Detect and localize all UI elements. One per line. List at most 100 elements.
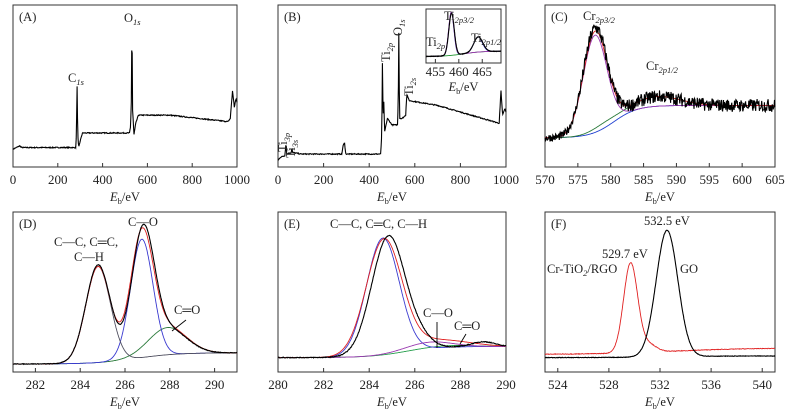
x-axis-label-unit: /eV xyxy=(389,190,407,204)
plot-frame xyxy=(12,4,238,168)
peak-annotation: C—C, C═C, C—H xyxy=(330,217,427,231)
label-subscript: 2p xyxy=(437,41,446,51)
peak-annotation: Cr2p3/2 xyxy=(583,9,616,25)
x-axis-label-subscript: b xyxy=(456,86,460,96)
label-subscript: 2p1/2 xyxy=(482,37,502,47)
x-axis-label-subscript: b xyxy=(118,196,122,206)
x-axis-label: Eb/eV xyxy=(376,190,407,206)
x-tick-label: 284 xyxy=(359,377,379,392)
x-tick-label: 580 xyxy=(601,172,621,187)
label-subscript: 2 xyxy=(583,268,588,278)
label-base: Cr-TiO xyxy=(547,262,583,276)
x-tick-label: 1000 xyxy=(493,172,519,187)
x-axis-label-symbol: E xyxy=(376,190,385,204)
x-axis-label-symbol: E xyxy=(109,190,118,204)
x-tick-label: 280 xyxy=(268,377,288,392)
label-subscript: 3p xyxy=(282,133,292,143)
plot-frame xyxy=(544,211,776,373)
series-line-0 xyxy=(277,32,507,161)
series-line-0 xyxy=(12,50,238,150)
x-axis-label-symbol: E xyxy=(644,395,653,409)
label-subscript: 1s xyxy=(76,77,84,87)
peak-annotation: C═O xyxy=(174,303,200,317)
x-tick-label: 585 xyxy=(634,172,654,187)
x-tick-label: 0 xyxy=(275,172,282,187)
label-subscript: 2p xyxy=(385,43,395,52)
x-axis-label: Eb/eV xyxy=(376,395,407,411)
label-subscript: 1s xyxy=(133,17,141,27)
inset-peak-annotation: Ti2p xyxy=(426,35,445,51)
peak-annotation: Cr-TiO2/RGO xyxy=(547,262,617,278)
peak-annotation: C—O xyxy=(128,215,158,229)
label-base: O xyxy=(391,27,405,36)
x-tick-label: 284 xyxy=(70,377,90,392)
peak-annotation: C—H xyxy=(74,250,104,264)
peak-annotation: C—O xyxy=(423,306,453,320)
peak-annotation: GO xyxy=(680,262,698,276)
plot-frame xyxy=(12,211,238,373)
x-tick-label: 282 xyxy=(26,377,46,392)
panel-label: (A) xyxy=(19,10,36,24)
peak-annotation: Ti2s xyxy=(402,77,418,96)
x-tick-label: 0 xyxy=(10,172,17,187)
panel-label: (B) xyxy=(284,10,301,24)
x-tick-label: 200 xyxy=(48,172,68,187)
peak-annotation: C—C, C═C, xyxy=(54,235,118,249)
x-tick-label: 575 xyxy=(568,172,588,187)
peak-annotation: C═O xyxy=(454,319,480,333)
x-axis-label-subscript: b xyxy=(653,401,657,411)
series-line-3 xyxy=(425,12,502,58)
label-subscript: 2p3/2 xyxy=(455,15,475,25)
plot-frame xyxy=(544,4,776,168)
panel-e: 280 282 284 286 288 290 Eb/eV (E) C—C, C═C, C—H C… xyxy=(268,211,516,411)
inset-peak-annotation: Ti2p3/2 xyxy=(444,9,475,25)
panel-label: (F) xyxy=(551,217,566,231)
label-base: Ti xyxy=(444,9,455,23)
x-tick-label: 532 xyxy=(650,377,670,392)
x-tick-label: 570 xyxy=(535,172,555,187)
x-tick-label: 536 xyxy=(701,377,721,392)
x-axis-label: Eb/eV xyxy=(109,190,140,206)
x-axis-label: Eb/eV xyxy=(644,395,675,411)
x-tick-label: 800 xyxy=(182,172,202,187)
inset-peak-annotation: Ti2p1/2 xyxy=(471,31,502,47)
x-axis-label-subscript: b xyxy=(653,196,657,206)
x-axis-label-symbol: E xyxy=(644,190,653,204)
x-axis-label: Eb/eV xyxy=(109,395,140,411)
peak-annotation: Ti3p xyxy=(276,133,292,152)
label-base: Ti xyxy=(276,141,290,152)
annotation-leader-line xyxy=(459,333,467,345)
x-tick-label: 200 xyxy=(314,172,334,187)
peak-annotation: O1s xyxy=(124,11,141,27)
x-tick-label: 286 xyxy=(115,377,135,392)
annotation-leader-line xyxy=(171,319,187,332)
x-axis-label-subscript: b xyxy=(385,401,389,411)
x-tick-label: 400 xyxy=(93,172,113,187)
x-tick-label: 595 xyxy=(700,172,720,187)
label-suffix: /RGO xyxy=(587,262,617,276)
x-axis-label-symbol: E xyxy=(376,395,385,409)
x-tick-label: 455 xyxy=(426,64,446,79)
label-base: Cr xyxy=(646,59,659,73)
x-axis-label-unit: /eV xyxy=(460,80,478,94)
x-tick-label: 465 xyxy=(473,64,493,79)
panel-b: 0 200 400 600 800 1000Eb/eV(B)Ti2pO1sTi2sTi3p… xyxy=(275,4,519,206)
x-tick-label: 524 xyxy=(548,377,568,392)
x-tick-label: 290 xyxy=(205,377,225,392)
x-tick-label: 1000 xyxy=(224,172,250,187)
x-axis-label-symbol: E xyxy=(448,80,457,94)
label-base: Ti xyxy=(402,85,416,96)
label-base: C xyxy=(68,71,76,85)
panel-label: (C) xyxy=(551,10,568,24)
peak-annotation: C1s xyxy=(68,71,85,87)
plot-frame xyxy=(277,211,507,373)
series-line-go xyxy=(544,229,776,359)
x-axis-label-symbol: E xyxy=(109,395,118,409)
label-base: Ti xyxy=(471,31,482,45)
x-axis-label-unit: /eV xyxy=(389,395,407,409)
x-tick-label: 605 xyxy=(765,172,785,187)
